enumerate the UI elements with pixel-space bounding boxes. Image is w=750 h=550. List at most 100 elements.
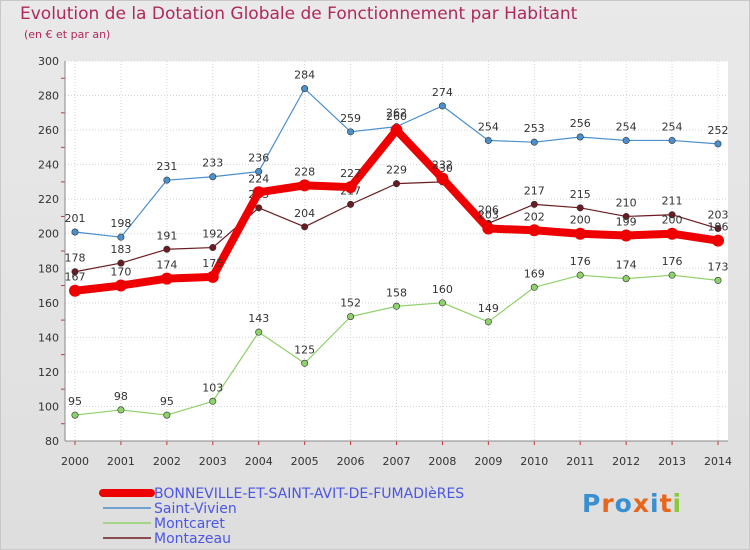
legend-label: Saint-Vivien [154,501,237,517]
data-label: 284 [294,69,315,82]
data-point [209,173,217,181]
data-label: 231 [156,160,177,173]
data-point [347,313,355,321]
data-point [163,245,171,253]
data-label: 229 [386,164,407,177]
y-axis: 80 100 120 140 160 180 200 220 240 260 280 300 [38,55,66,448]
x-tick-label: 2002 [153,455,181,468]
x-tick-label: 2010 [520,455,548,468]
data-point [668,271,676,279]
x-tick-label: 2000 [61,455,89,468]
data-point [622,136,630,144]
data-point [622,275,630,283]
data-label: 178 [65,252,86,265]
legend-entry-montcaret: Montcaret [103,516,225,532]
data-label: 160 [432,283,453,296]
data-point [714,140,722,148]
data-point [668,211,676,219]
data-label: 176 [662,255,683,268]
data-label: 228 [294,165,315,178]
data-point [484,136,492,144]
data-point [530,200,538,208]
data-label: 260 [386,110,407,123]
data-point [301,359,309,367]
data-label: 217 [524,184,545,197]
data-point [69,284,81,297]
logo-letter: P [582,489,602,518]
data-label: 210 [616,196,637,209]
data-label: 204 [294,207,315,220]
y-tick-label: 120 [38,366,59,379]
logo-letter: r [601,489,615,518]
data-label: 125 [294,343,315,356]
data-label: 199 [616,215,637,228]
data-label: 256 [570,117,591,130]
data-label: 174 [616,259,637,272]
proxiti-logo: Proxiti [582,489,682,518]
data-point [160,272,173,285]
legend-entry-montazeau: Montazeau [103,531,231,547]
data-point [576,271,584,279]
x-tick-label: 2007 [383,455,411,468]
legend-entry-saint-vivien: Saint-Vivien [103,501,237,517]
series-layer: 201 198 231 233 236 284 259 262 274 254 253 256 254 2… [65,69,729,419]
data-point [71,411,79,419]
x-tick-label: 2005 [291,455,319,468]
data-point [392,180,400,188]
data-point [530,138,538,146]
data-label: 196 [708,221,729,234]
data-label: 254 [616,120,637,133]
data-point [484,318,492,326]
data-point [344,181,357,194]
data-point [209,397,217,405]
data-label: 176 [570,255,591,268]
data-label: 103 [202,381,223,394]
data-point [620,229,633,242]
y-tick-label: 260 [38,124,59,137]
data-point [117,233,125,241]
data-label: 203 [478,209,499,222]
data-point [668,136,676,144]
data-point [347,128,355,136]
data-point [347,200,355,208]
data-label: 252 [708,124,729,137]
data-point [392,302,400,310]
data-label: 95 [68,395,82,408]
data-label: 152 [340,297,361,310]
data-label: 169 [524,267,545,280]
data-label: 174 [156,259,177,272]
data-point [712,234,724,247]
x-tick-label: 2006 [337,455,365,468]
data-label: 183 [110,243,131,256]
data-point [622,212,630,220]
data-point [666,227,679,240]
series-montcaret: 95 98 95 103 143 125 152 158 160 149 169 176 174 176 1… [68,255,729,419]
data-label: 170 [110,266,131,279]
legend-label: Montcaret [154,516,225,532]
y-tick-label: 200 [38,228,59,241]
data-label: 158 [386,286,407,299]
data-point [438,102,446,110]
data-label: 175 [202,257,223,270]
series-bonneville-et-saint-avit-de-fumadi-res: 167 170 174 175 224 228 227 260 232 203 202 200 199 2… [65,110,729,297]
legend-label: BONNEVILLE-ET-SAINT-AVIT-DE-FUMADIèRES [154,486,464,502]
x-tick-label: 2013 [658,455,686,468]
data-label: 98 [114,390,128,403]
data-label: 143 [248,312,269,325]
data-point [530,283,538,291]
data-label: 259 [340,112,361,125]
data-point [436,172,449,185]
data-label: 211 [662,195,683,208]
x-tick-label: 2003 [199,455,227,468]
data-label: 274 [432,86,453,99]
logo-letter: i [650,489,660,518]
data-point [576,133,584,141]
data-label: 192 [202,228,223,241]
y-tick-label: 300 [38,55,59,68]
data-label: 232 [432,158,453,171]
x-tick-label: 2009 [474,455,502,468]
data-point [163,411,171,419]
data-point [255,328,263,336]
x-tick-label: 2014 [704,455,732,468]
data-point [301,223,309,231]
